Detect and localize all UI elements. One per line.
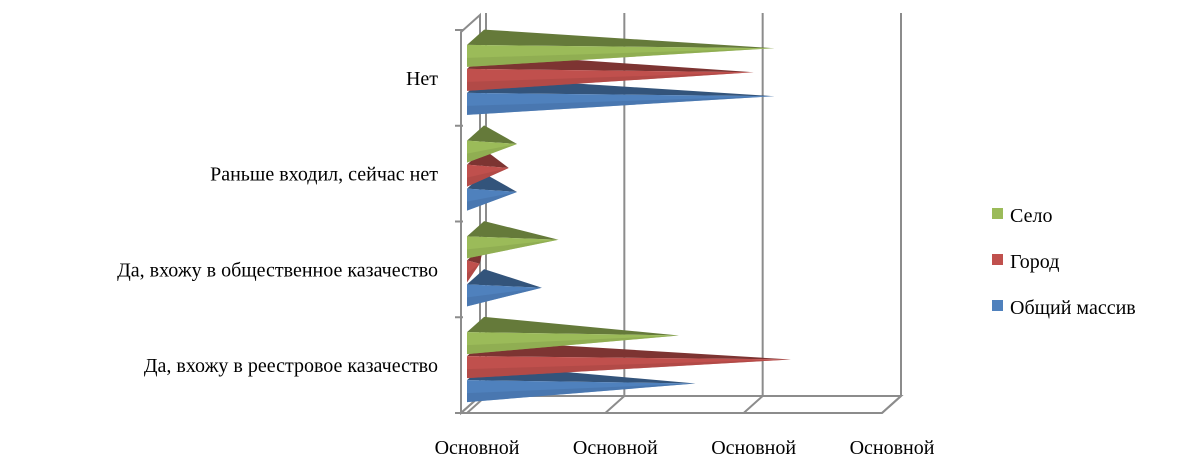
bar-top-face (467, 316, 679, 336)
bar-shade (467, 48, 775, 67)
bar-shade (467, 383, 696, 403)
floor (458, 395, 904, 414)
bar-top-face (467, 269, 542, 288)
bar-shade (467, 96, 775, 115)
floor-gridline (742, 395, 764, 414)
x-tick-label: Основной (850, 437, 935, 459)
floor-gridline (604, 395, 626, 414)
category-label: Да, вхожу в общественное казачество (117, 259, 438, 281)
bar-top-face (467, 149, 509, 168)
bar-shade (467, 143, 518, 163)
category-label: Да, вхожу в реестровое казачество (144, 355, 438, 377)
legend-swatch (992, 254, 1003, 265)
bar-top-face (467, 29, 775, 49)
bar-shade (467, 167, 509, 187)
category-labels: Да, вхожу в реестровое казачество Да, вхо… (117, 68, 438, 377)
floor-gridline (881, 395, 902, 414)
legend-label: Общий массив (1010, 297, 1136, 319)
bar-shade (467, 263, 480, 283)
bar-shade (467, 239, 559, 259)
chart-bars (467, 29, 791, 403)
legend-label: Город (1010, 251, 1059, 273)
x-tick-label: Основной (711, 437, 796, 459)
bar-shade (467, 72, 754, 91)
chart-legend: Село Город Общий массив (992, 205, 1136, 319)
category-label: Раньше входил, сейчас нет (210, 164, 438, 186)
legend-swatch (992, 300, 1003, 311)
x-axis-tick-labels: Основной Основной Основной Основной (435, 437, 935, 459)
bar-top-face (467, 221, 559, 240)
bar-shade (467, 191, 518, 211)
bar-shade (467, 335, 679, 355)
bar-shade (467, 359, 791, 379)
bar-shade (467, 287, 542, 307)
bar-top-face (467, 125, 518, 144)
legend-swatch (992, 208, 1003, 219)
x-tick-label: Основной (435, 437, 520, 459)
category-label: Нет (406, 68, 438, 90)
x-tick-label: Основной (573, 437, 658, 459)
legend-label: Село (1010, 205, 1052, 227)
